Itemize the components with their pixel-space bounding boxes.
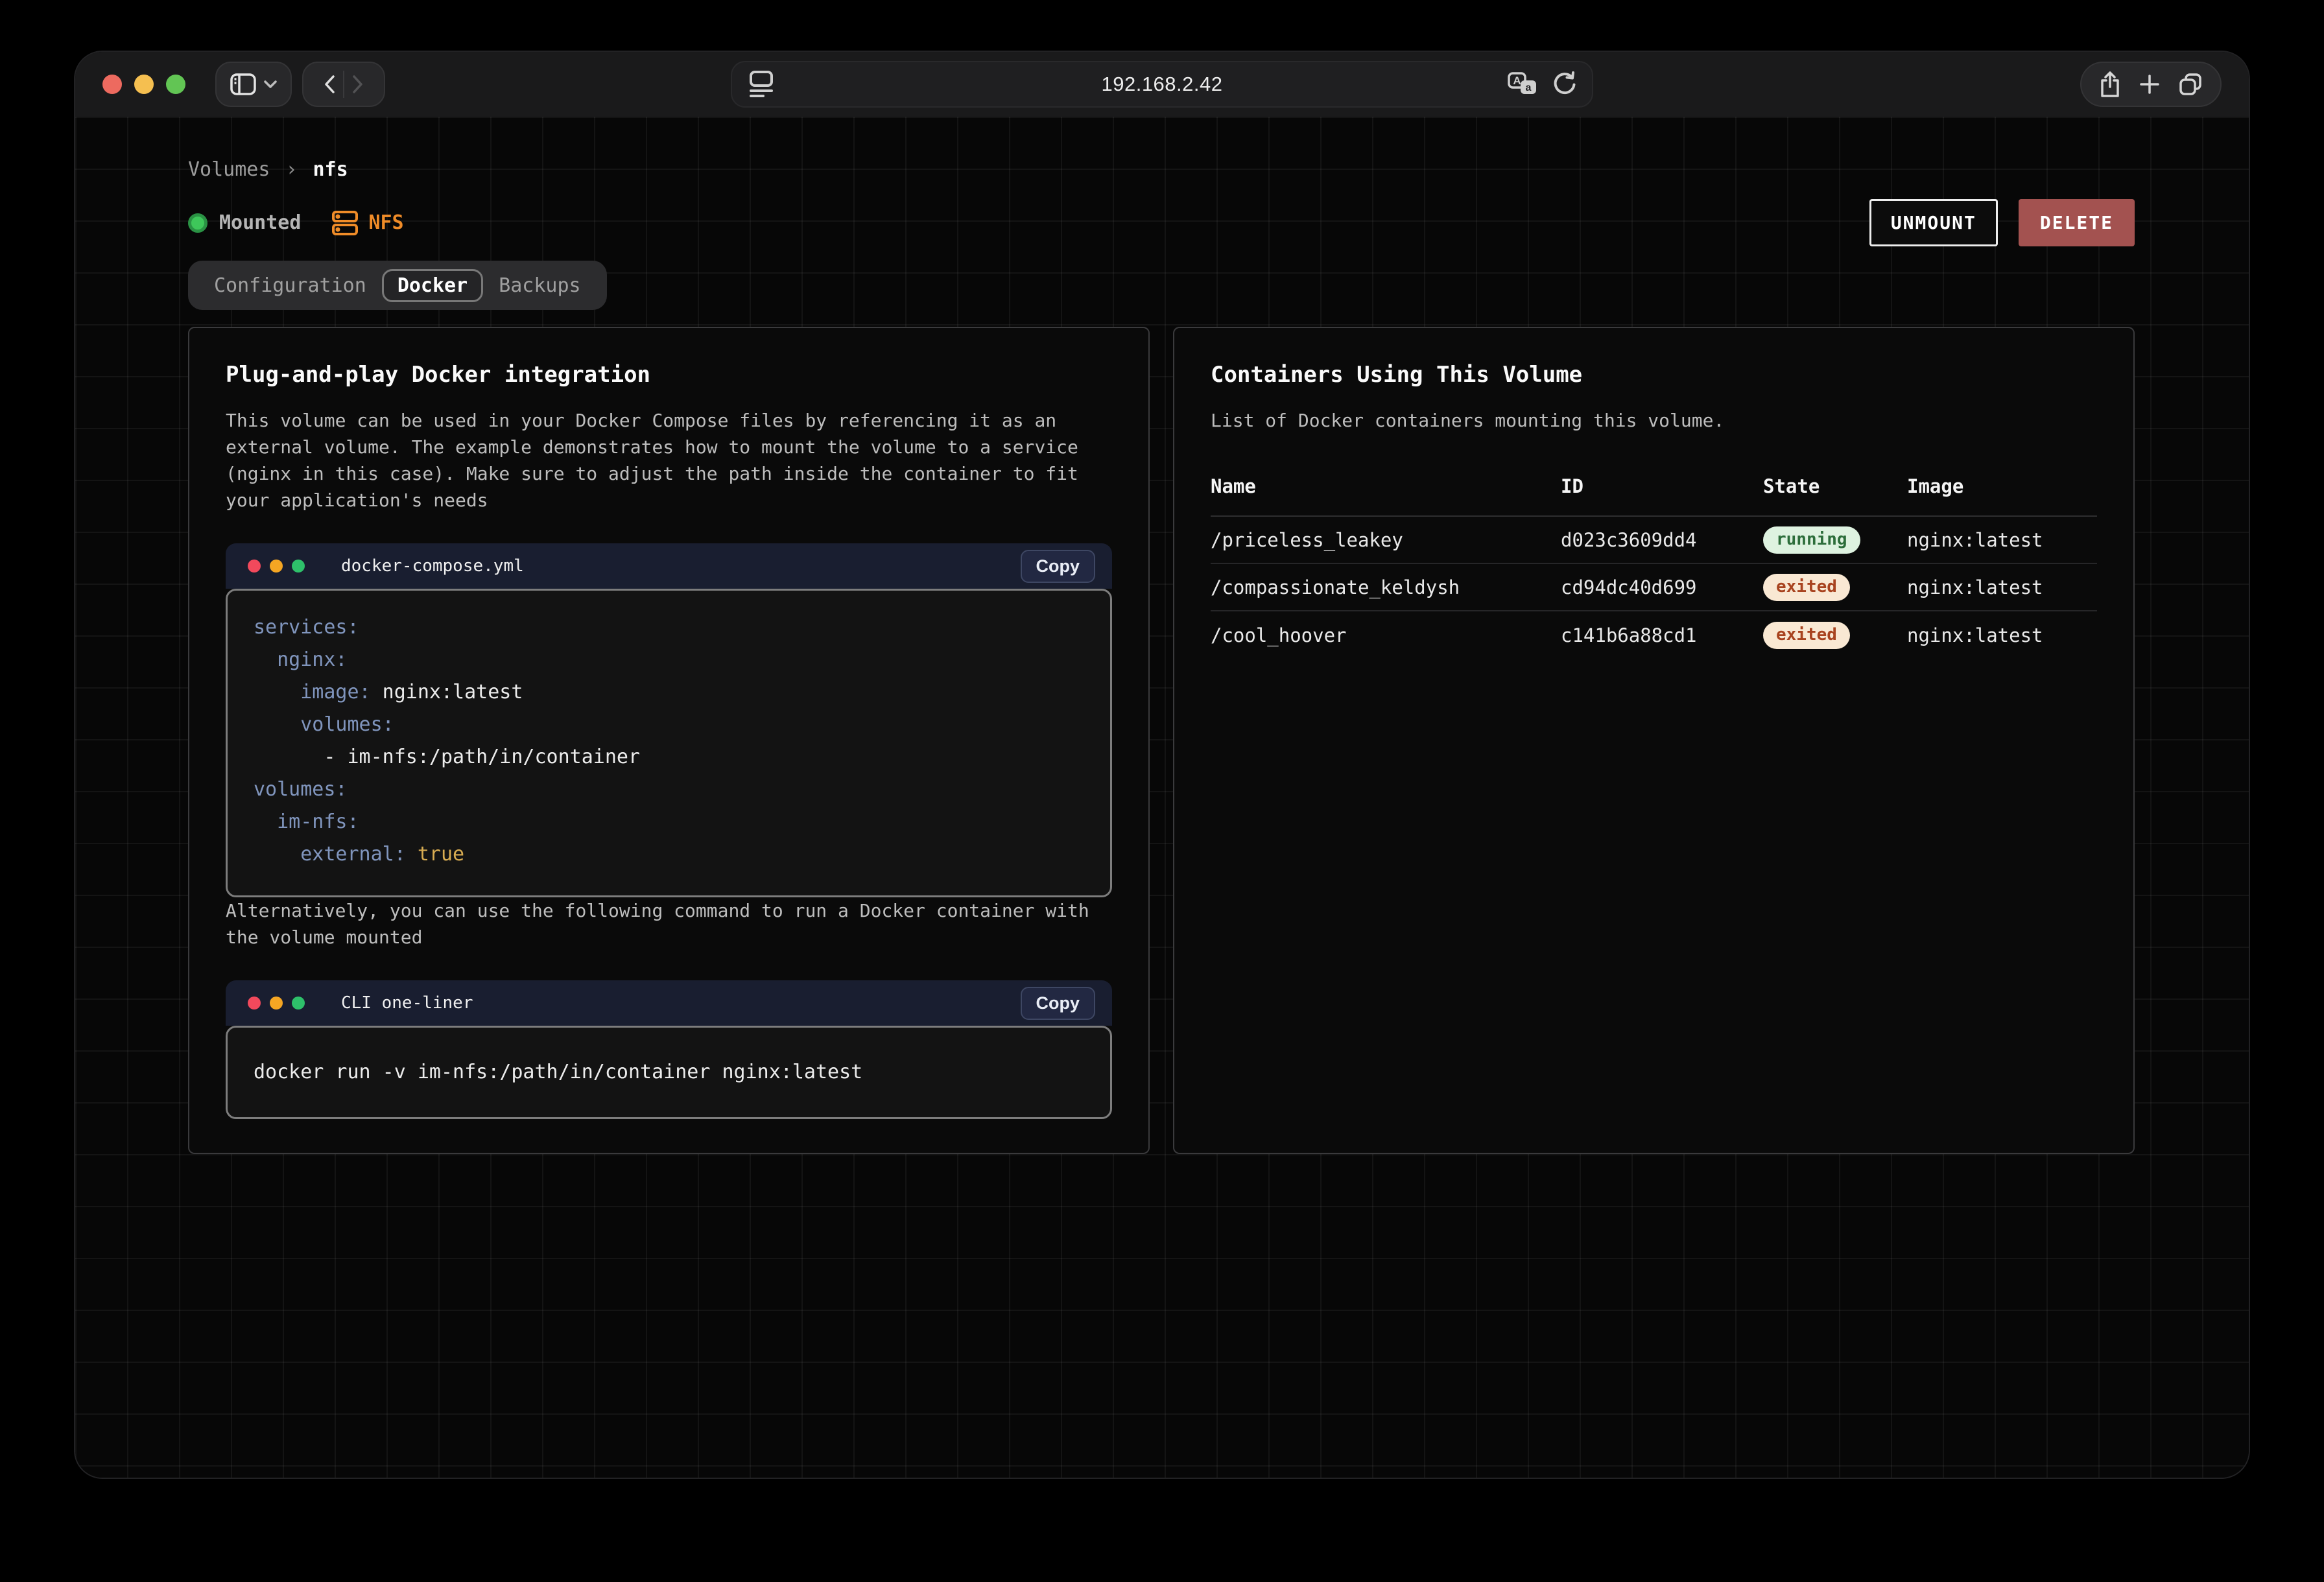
container-name: /compassionate_keldysh	[1211, 576, 1460, 598]
cli-code-body: docker run -v im-nfs:/path/in/container …	[226, 1026, 1112, 1119]
green-dot-icon	[292, 997, 305, 1009]
sidebar-toggle-button[interactable]	[215, 62, 292, 107]
container-name: /cool_hoover	[1211, 624, 1347, 646]
docker-panel-title: Plug-and-play Docker integration	[226, 362, 651, 388]
yellow-dot-icon	[270, 997, 283, 1009]
column-header-name: Name	[1211, 475, 1256, 497]
compose-code-card: docker-compose.yml Copy services: nginx:…	[226, 543, 1112, 897]
docker-panel-description: This volume can be used in your Docker C…	[226, 410, 1078, 511]
chevron-down-icon	[264, 80, 277, 89]
cli-alt-text: Alternatively, you can use the following…	[226, 900, 1089, 948]
forward-button[interactable]	[352, 75, 363, 94]
svg-text:A: A	[1513, 75, 1521, 87]
table-row: /cool_hoover c141b6a88cd1 exited nginx:late…	[1211, 611, 2097, 659]
nfs-server-icon	[331, 209, 359, 237]
container-image: nginx:latest	[1907, 624, 2043, 646]
green-dot-icon	[292, 560, 305, 573]
code-window-dots	[248, 997, 305, 1009]
mounted-status-dot	[188, 213, 208, 233]
container-name: /priceless_leakey	[1211, 528, 1403, 551]
url-text[interactable]: 192.168.2.42	[1101, 73, 1223, 95]
unmount-button[interactable]: UNMOUNT	[1869, 199, 1998, 246]
state-badge: exited	[1763, 621, 1850, 649]
container-id: cd94dc40d699	[1561, 576, 1697, 598]
container-state-cell: running	[1763, 526, 1907, 554]
container-state-cell: exited	[1763, 621, 1907, 649]
mounted-status-label: Mounted	[219, 211, 302, 234]
red-dot-icon	[248, 560, 261, 573]
container-state-cell: exited	[1763, 573, 1907, 601]
tab-backups[interactable]: Backups	[499, 274, 581, 297]
column-header-id: ID	[1561, 475, 1583, 497]
container-id: d023c3609dd4	[1561, 528, 1697, 551]
container-id: c141b6a88cd1	[1561, 624, 1697, 646]
table-row: /priceless_leakey d023c3609dd4 running ngin…	[1211, 517, 2097, 564]
table-row: /compassionate_keldysh cd94dc40d699 exited…	[1211, 564, 2097, 611]
container-image: nginx:latest	[1907, 528, 2043, 551]
copy-cli-button[interactable]: Copy	[1020, 986, 1095, 1020]
delete-button[interactable]: DELETE	[2018, 199, 2135, 246]
page-settings-icon[interactable]	[749, 70, 774, 99]
column-header-state: State	[1763, 475, 1820, 497]
compose-filename: docker-compose.yml	[341, 556, 524, 576]
containers-panel-subtitle: List of Docker containers mounting this …	[1211, 410, 1725, 431]
close-button[interactable]	[102, 75, 122, 94]
container-image: nginx:latest	[1907, 576, 2043, 598]
tab-overview-icon[interactable]	[2178, 72, 2203, 97]
cli-code-header: CLI one-liner Copy	[226, 980, 1112, 1026]
docker-integration-panel: Plug-and-play Docker integration This vo…	[188, 327, 1150, 1154]
zoom-button[interactable]	[166, 75, 185, 94]
new-tab-icon[interactable]	[2139, 73, 2161, 95]
red-dot-icon	[248, 997, 261, 1009]
breadcrumb-current: nfs	[313, 158, 348, 181]
back-button[interactable]	[324, 75, 335, 94]
compose-code: services: nginx: image: nginx:latest vol…	[254, 616, 641, 866]
nav-divider	[343, 71, 344, 98]
reload-icon[interactable]	[1550, 71, 1578, 98]
tab-docker[interactable]: Docker	[381, 268, 484, 302]
breadcrumb-volumes-link[interactable]: Volumes	[188, 158, 270, 181]
share-icon[interactable]	[2099, 71, 2121, 98]
column-header-image: Image	[1907, 475, 1964, 497]
nav-buttons	[302, 62, 385, 107]
table-header-row: Name ID State Image	[1211, 475, 2097, 517]
cli-command: docker run -v im-nfs:/path/in/container …	[254, 1061, 863, 1083]
cli-code-card: CLI one-liner Copy docker run -v im-nfs:…	[226, 980, 1112, 1119]
compose-code-body: services: nginx: image: nginx:latest vol…	[226, 589, 1112, 897]
compose-code-header: docker-compose.yml Copy	[226, 543, 1112, 589]
containers-table: Name ID State Image /priceless_leakey d023c3…	[1211, 475, 2097, 659]
traffic-lights	[102, 75, 185, 94]
volume-type-label: NFS	[368, 211, 404, 234]
breadcrumb-separator: ›	[285, 158, 298, 181]
sidebar-icon	[230, 73, 256, 95]
svg-text:a: a	[1526, 82, 1532, 93]
cli-filename: CLI one-liner	[341, 993, 473, 1013]
containers-panel-title: Containers Using This Volume	[1211, 362, 1583, 388]
state-badge: running	[1763, 526, 1860, 554]
minimize-button[interactable]	[134, 75, 154, 94]
state-badge: exited	[1763, 573, 1850, 601]
containers-panel: Containers Using This Volume List of Doc…	[1173, 327, 2135, 1154]
page-background: Volumes › nfs Mounted NFS UNMOUNT DELETE…	[75, 117, 2249, 1478]
tab-bar: Configuration Docker Backups	[188, 261, 607, 310]
toolbar-right-actions	[2080, 62, 2222, 107]
yellow-dot-icon	[270, 560, 283, 573]
table-body: /priceless_leakey d023c3609dd4 running ngin…	[1211, 517, 2097, 659]
code-window-dots	[248, 560, 305, 573]
status-row: Mounted NFS UNMOUNT DELETE	[188, 199, 2135, 246]
copy-compose-button[interactable]: Copy	[1020, 549, 1095, 583]
tab-configuration[interactable]: Configuration	[214, 274, 366, 297]
breadcrumb: Volumes › nfs	[188, 158, 2135, 181]
